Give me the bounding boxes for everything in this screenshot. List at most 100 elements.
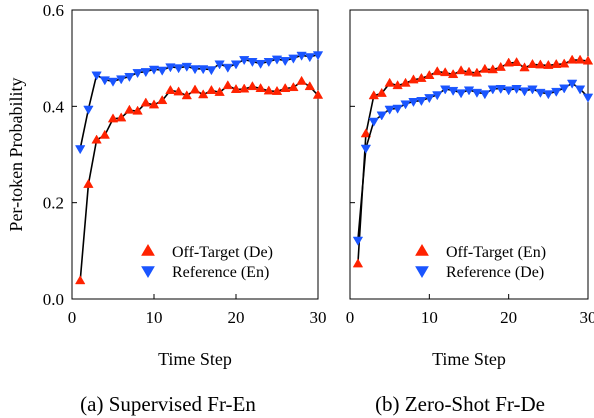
data-point — [206, 66, 217, 76]
x-axis-label-a: Time Step — [158, 349, 232, 369]
x-tick-label: 30 — [310, 308, 327, 327]
data-point — [140, 68, 151, 78]
data-point — [392, 80, 403, 90]
data-point — [582, 93, 594, 103]
data-point — [132, 69, 143, 79]
data-point — [511, 57, 522, 67]
data-point — [116, 112, 127, 122]
legend-label: Off-Target (En) — [446, 244, 546, 261]
data-point — [189, 84, 201, 94]
data-point — [222, 80, 233, 90]
series-line — [79, 54, 319, 149]
data-point — [288, 82, 299, 92]
data-point — [140, 97, 151, 107]
plot-frame-a — [71, 9, 319, 300]
data-point — [247, 81, 258, 91]
legend-marker — [415, 244, 429, 256]
data-point — [408, 74, 419, 84]
data-point — [487, 64, 498, 74]
data-point — [83, 178, 94, 188]
data-point — [198, 65, 209, 75]
data-point — [214, 60, 225, 70]
panel-b: 0 10 20 30 Off-Target (En) Reference (De) Ti… — [346, 9, 594, 416]
data-point — [455, 65, 467, 75]
x-tick-label: 10 — [421, 308, 438, 327]
data-point — [471, 67, 483, 77]
data-point — [400, 77, 411, 87]
data-point — [239, 56, 250, 66]
data-point — [352, 236, 364, 246]
x-tick-label: 30 — [580, 308, 594, 327]
data-point — [280, 83, 291, 93]
data-point — [116, 75, 127, 85]
data-point — [400, 100, 411, 110]
legend-marker — [415, 266, 429, 278]
data-point — [447, 69, 459, 79]
data-point — [376, 87, 387, 97]
data-point — [173, 86, 184, 96]
data-point — [288, 54, 299, 64]
data-point — [75, 275, 86, 285]
data-point — [312, 51, 324, 61]
data-point — [247, 58, 258, 68]
data-point — [519, 62, 530, 72]
data-point — [304, 81, 315, 91]
data-point — [471, 88, 483, 98]
data-point — [91, 71, 102, 81]
data-point — [424, 70, 435, 80]
data-point — [432, 91, 443, 101]
data-point — [263, 85, 274, 95]
data-point — [519, 87, 530, 97]
x-tick-label: 20 — [228, 308, 245, 327]
data-point — [165, 84, 176, 94]
data-point — [416, 97, 427, 107]
data-point — [173, 64, 184, 74]
data-point — [440, 85, 451, 95]
data-point — [148, 65, 160, 75]
data-point — [535, 59, 546, 69]
data-point — [574, 54, 586, 64]
x-axis-label-b: Time Step — [432, 349, 506, 369]
data-point — [271, 85, 283, 95]
data-point — [91, 134, 102, 144]
data-point — [495, 85, 506, 95]
data-point — [189, 65, 201, 75]
data-point — [487, 85, 498, 95]
data-point — [479, 63, 491, 73]
data-point — [447, 86, 459, 96]
data-point — [75, 145, 86, 155]
data-point — [230, 83, 242, 93]
legend-label: Reference (De) — [446, 264, 544, 281]
legend-marker — [141, 244, 155, 256]
data-point — [527, 85, 538, 95]
data-point — [463, 86, 475, 96]
data-point — [432, 66, 443, 76]
data-point — [132, 105, 143, 115]
data-point — [99, 129, 110, 139]
data-point — [352, 258, 364, 268]
data-point — [455, 89, 467, 99]
data-point — [384, 105, 395, 115]
data-point — [99, 76, 110, 86]
x-tick-label: 20 — [500, 308, 517, 327]
data-point — [463, 66, 475, 76]
data-point — [360, 144, 372, 154]
data-point — [376, 111, 387, 121]
data-point — [165, 63, 176, 73]
data-point — [296, 75, 307, 85]
data-point — [543, 90, 554, 100]
x-tick-label: 10 — [146, 308, 163, 327]
data-point — [304, 53, 315, 63]
y-tick-label: 0.0 — [43, 290, 64, 309]
data-point — [503, 57, 514, 67]
data-point — [124, 72, 135, 82]
data-point — [582, 55, 594, 65]
data-point — [368, 117, 379, 127]
panel-a: 0 10 20 30 0.0 0.2 0.4 0.6 Off-Target (De) Refer… — [6, 1, 327, 416]
data-point — [107, 77, 119, 87]
data-point — [157, 66, 168, 76]
data-point — [424, 94, 435, 104]
data-point — [559, 84, 570, 94]
data-point — [559, 58, 570, 68]
